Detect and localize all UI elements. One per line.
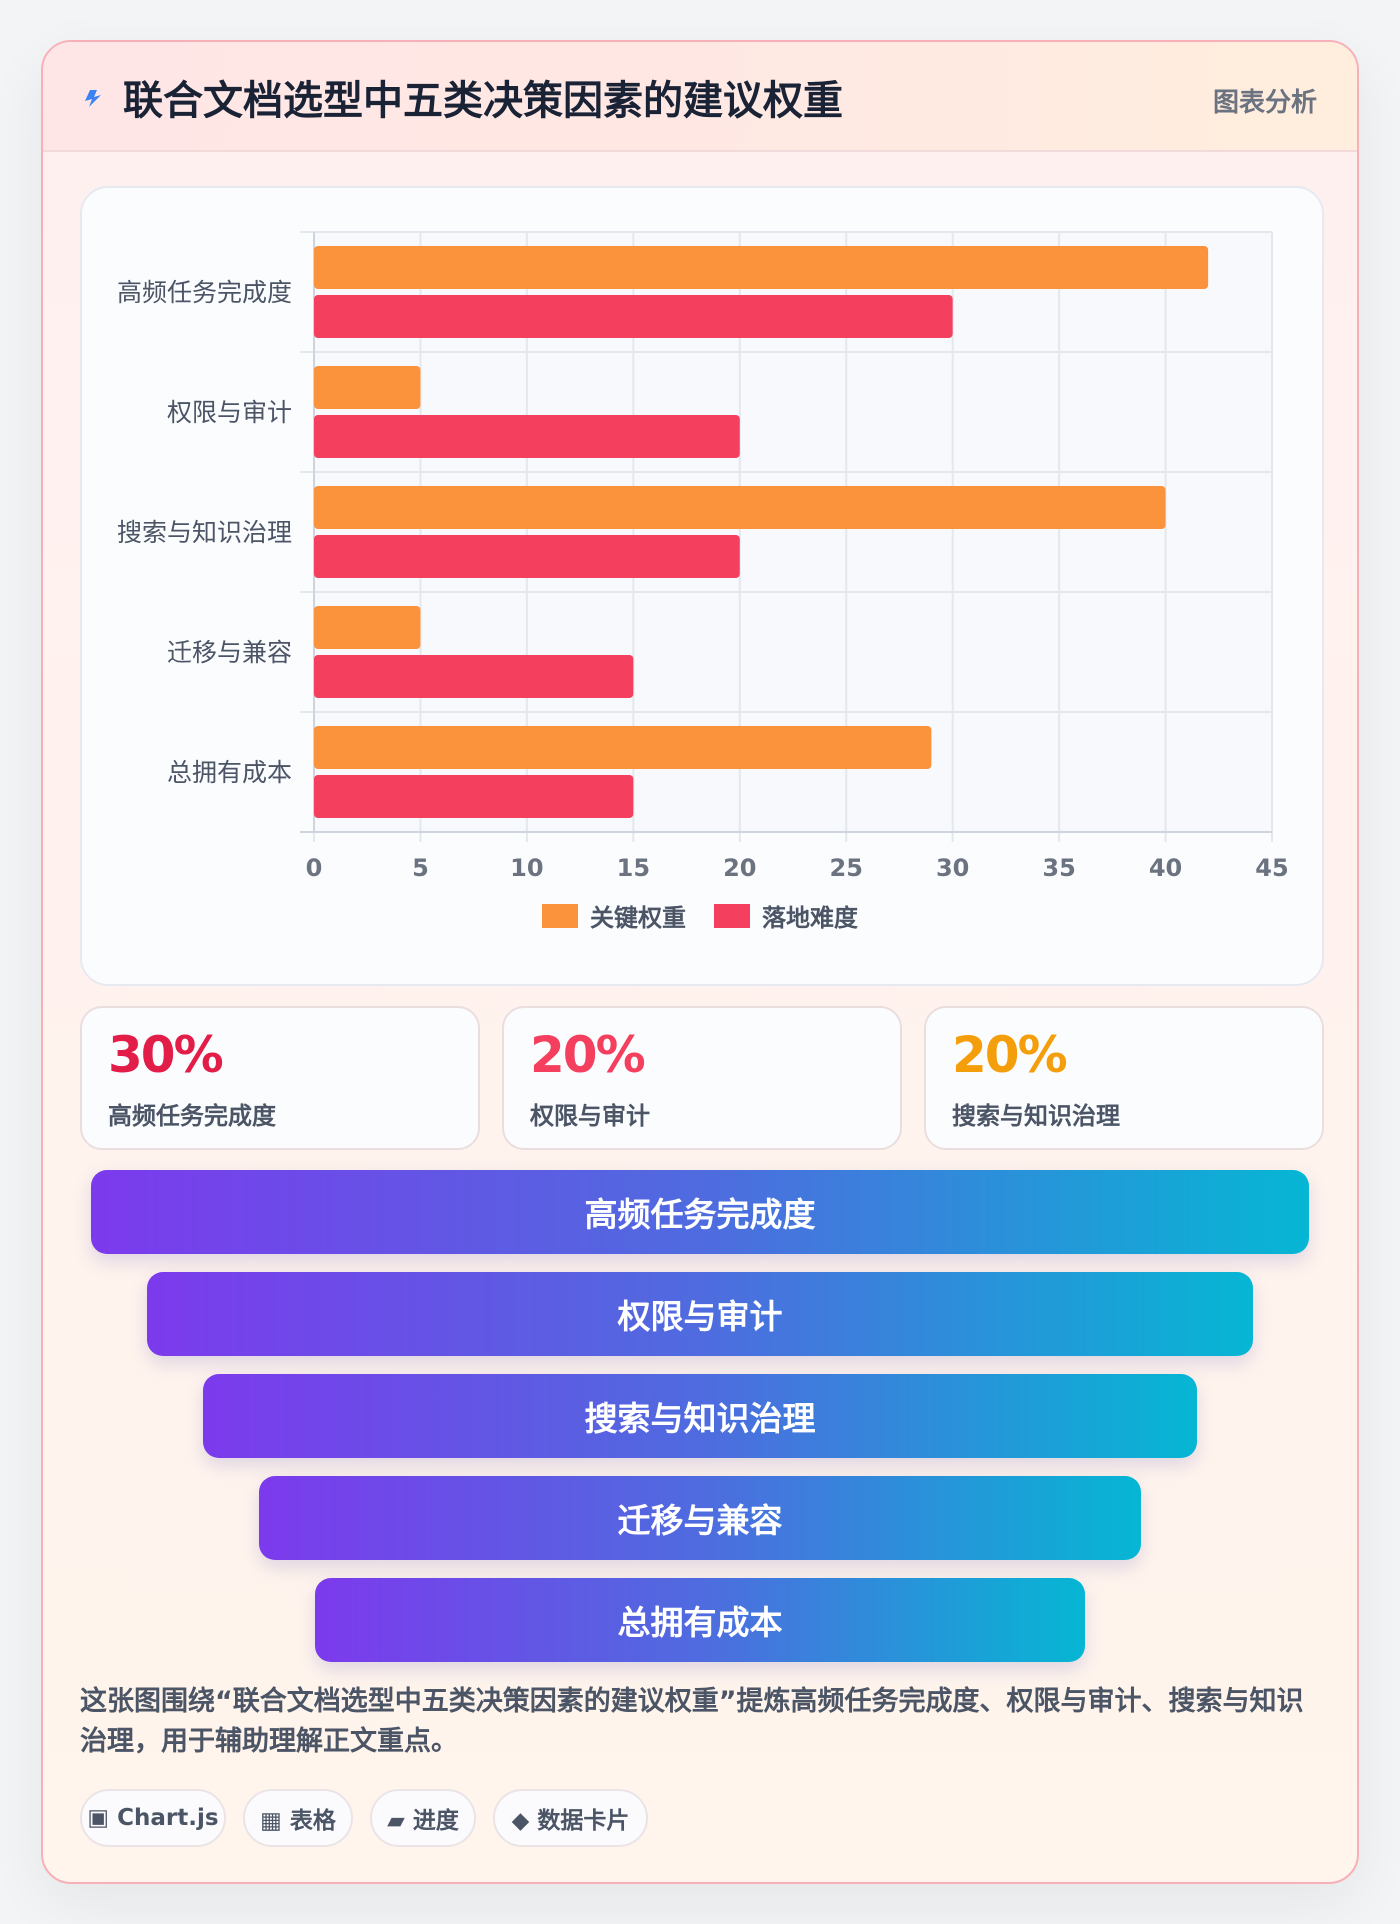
legend-label: 关键权重 [590,904,686,932]
page-title: 联合文档选型中五类决策因素的建议权重 [123,78,843,124]
bar [314,775,634,818]
stat-card: 20% 权限与审计 [502,1006,902,1150]
x-tick-label: 40 [1149,854,1182,882]
bar [314,246,1209,289]
bar [314,535,740,578]
stat-card: 20% 搜索与知识治理 [924,1006,1324,1150]
chart-card: 联合文档选型中五类决策因素的建议权重 图表分析 0 5 10 15 20 25 30 35 40… [41,40,1359,1884]
x-tick-label: 5 [412,854,429,882]
y-tick-label: 搜索与知识治理 [117,518,292,547]
bar [314,606,421,649]
bolt-icon [85,90,101,107]
chip-data-card[interactable]: ◆ 数据卡片 [493,1789,648,1847]
card-header: 联合文档选型中五类决策因素的建议权重 图表分析 [43,42,1357,152]
stat-label: 权限与审计 [530,1102,650,1130]
stat-value: 20% [952,1026,1068,1084]
stat-label: 高频任务完成度 [108,1102,276,1130]
x-tick-label: 25 [830,854,863,882]
legend-swatch [714,904,750,928]
funnel-step: 迁移与兼容 [259,1476,1141,1560]
legend-swatch [542,904,578,928]
funnel-step: 搜索与知识治理 [203,1374,1197,1458]
chart-panel: 0 5 10 15 20 25 30 35 40 45 高频任务完成度权限与审计搜索与知识治理迁移与… [80,186,1324,986]
chip-progress[interactable]: ▰ 进度 [370,1789,476,1847]
y-tick-label: 迁移与兼容 [167,638,292,667]
stat-value: 30% [108,1026,224,1084]
x-tick-label: 45 [1255,854,1288,882]
bar [314,366,421,409]
y-tick-label: 总拥有成本 [167,758,292,787]
bar [314,486,1166,529]
stat-value: 20% [530,1026,646,1084]
bar [314,655,634,698]
bar [314,415,740,458]
x-tick-label: 35 [1042,854,1075,882]
bar [314,726,932,769]
x-tick-label: 15 [617,854,650,882]
funnel-step: 总拥有成本 [315,1578,1085,1662]
funnel-step: 高频任务完成度 [91,1170,1309,1254]
bar [314,295,953,338]
y-tick-label: 权限与审计 [167,398,292,427]
funnel-step: 权限与审计 [147,1272,1253,1356]
x-tick-label: 0 [306,854,323,882]
stat-label: 搜索与知识治理 [952,1102,1120,1130]
bar-chart: 0 5 10 15 20 25 30 35 40 45 高频任务完成度权限与审计搜索与知识治理迁移与… [117,231,1289,932]
chart-description: 这张图围绕“联合文档选型中五类决策因素的建议权重”提炼高频任务完成度、权限与审计… [80,1686,1304,1757]
chip-table[interactable]: ▦ 表格 [243,1789,353,1847]
header-tag: 图表分析 [1212,88,1317,118]
y-tick-label: 高频任务完成度 [117,278,292,307]
chip-chartjs[interactable]: ▣ Chart.js [80,1789,226,1847]
legend-label: 落地难度 [762,904,859,932]
x-tick-label: 20 [723,854,756,882]
stat-card: 30% 高频任务完成度 [80,1006,480,1150]
x-tick-label: 30 [936,854,969,882]
x-tick-label: 10 [510,854,543,882]
stat-cards: 30% 高频任务完成度 20% 权限与审计 20% 搜索与知识治理 [80,1006,1324,1150]
